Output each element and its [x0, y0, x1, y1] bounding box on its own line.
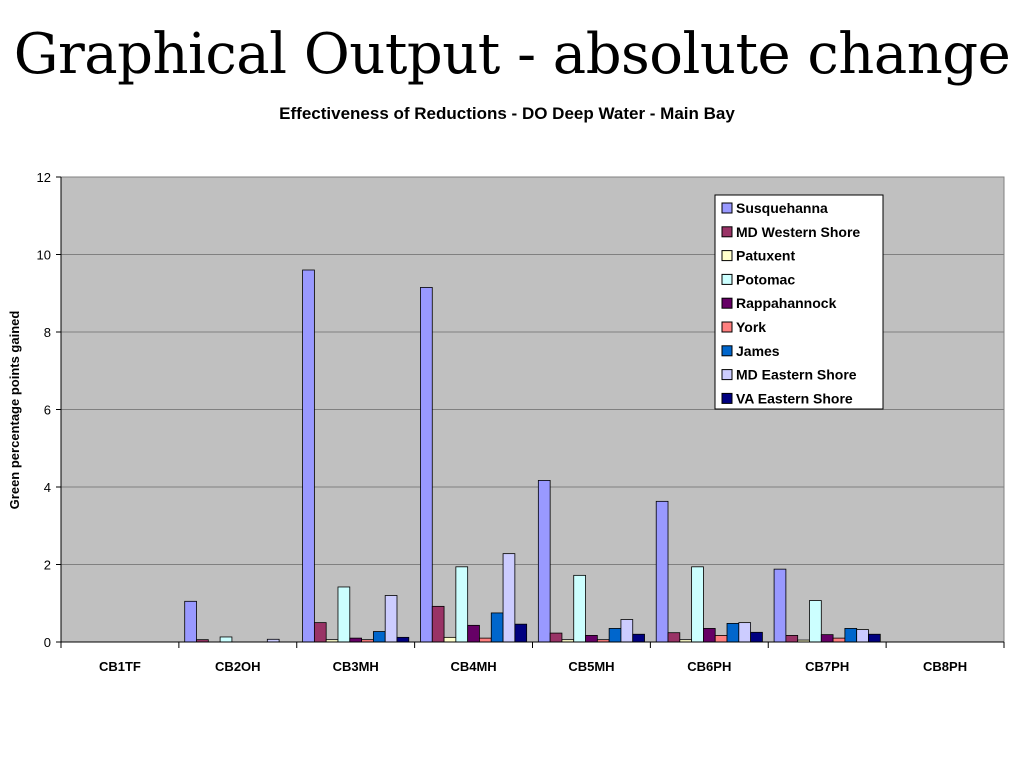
y-tick-label: 10 — [37, 248, 51, 263]
bar-md-western-shore-cb4mh — [431, 605, 445, 643]
legend-label: VA Eastern Shore — [736, 390, 853, 406]
legend-label: James — [736, 343, 780, 359]
bar-patuxent-cb4mh — [443, 636, 457, 643]
bar-james-cb3mh — [372, 631, 386, 643]
bar-potomac-cb4mh — [455, 566, 469, 643]
slide-title: Graphical Output - absolute change — [13, 22, 1011, 87]
legend-label: MD Western Shore — [736, 224, 860, 240]
bar-susquehanna-cb7ph — [773, 568, 787, 643]
bar-potomac-cb6ph — [691, 566, 704, 643]
legend-swatch — [721, 202, 733, 214]
bar-susquehanna-cb2oh — [184, 600, 197, 643]
legend-swatch — [721, 392, 733, 404]
bar-va-eastern-shore-cb6ph — [750, 631, 763, 643]
legend-label: Patuxent — [736, 248, 795, 264]
bar-rappahannock-cb7ph — [820, 634, 834, 643]
x-tick-label: CB6PH — [687, 659, 731, 674]
bar-va-eastern-shore-cb3mh — [396, 636, 410, 643]
bar-susquehanna-cb5mh — [537, 480, 551, 643]
y-tick-label: 6 — [44, 403, 51, 418]
bar-md-western-shore-cb6ph — [667, 632, 681, 643]
x-tick-label: CB7PH — [805, 659, 849, 674]
bar-md-eastern-shore-cb7ph — [856, 629, 869, 643]
bar-susquehanna-cb6ph — [655, 500, 669, 643]
y-tick-label: 8 — [44, 325, 51, 340]
bar-potomac-cb2oh — [219, 636, 233, 643]
bar-md-western-shore-cb5mh — [549, 632, 563, 643]
bar-md-western-shore-cb3mh — [313, 622, 327, 643]
y-tick-label: 0 — [44, 635, 51, 650]
bar-james-cb7ph — [844, 628, 858, 643]
bars — [184, 269, 881, 643]
x-tick-label: CB2OH — [215, 659, 261, 674]
bar-rappahannock-cb4mh — [467, 624, 480, 643]
legend-swatch — [721, 321, 733, 333]
bar-va-eastern-shore-cb7ph — [868, 633, 881, 643]
bar-york-cb6ph — [714, 635, 728, 643]
legend-swatch — [721, 369, 733, 381]
legend-box — [714, 194, 884, 410]
bar-md-eastern-shore-cb3mh — [384, 595, 398, 643]
bar-james-cb6ph — [726, 623, 740, 643]
bar-potomac-cb5mh — [573, 574, 586, 643]
bar-york-cb4mh — [479, 637, 492, 643]
bar-rappahannock-cb3mh — [349, 637, 362, 643]
bar-potomac-cb3mh — [337, 586, 351, 643]
legend-swatch — [721, 226, 733, 238]
bar-md-eastern-shore-cb4mh — [502, 553, 516, 643]
y-tick-label: 4 — [44, 480, 51, 495]
bar-james-cb5mh — [608, 628, 622, 643]
bar-rappahannock-cb5mh — [585, 635, 598, 643]
x-tick-label: CB1TF — [99, 659, 141, 674]
x-tick-label: CB8PH — [923, 659, 967, 674]
legend: Susquehanna MD Western Shore Patuxent Potom… — [714, 194, 884, 410]
legend-label: York — [736, 319, 766, 335]
y-tick-label: 2 — [44, 558, 51, 573]
bar-susquehanna-cb4mh — [420, 287, 433, 643]
chart-title: Effectiveness of Reductions - DO Deep Wa… — [279, 104, 735, 123]
bar-va-eastern-shore-cb5mh — [632, 633, 645, 643]
bar-va-eastern-shore-cb4mh — [514, 623, 528, 643]
x-tick-label: CB5MH — [568, 659, 614, 674]
bar-md-eastern-shore-cb5mh — [620, 619, 634, 643]
legend-swatch — [721, 345, 733, 357]
x-tick-label: CB3MH — [333, 659, 379, 674]
bar-james-cb4mh — [490, 612, 504, 643]
legend-swatch — [721, 273, 733, 285]
bar-york-cb7ph — [832, 637, 846, 643]
legend-label: Susquehanna — [736, 200, 828, 216]
bar-potomac-cb7ph — [809, 600, 822, 643]
axes: 0 2 4 6 8 10 12 CB1TF CB2OH CB3MH CB4MH CB5MH CB6PH C… — [37, 170, 1005, 674]
legend-label: Potomac — [736, 271, 795, 287]
legend-label: MD Eastern Shore — [736, 367, 857, 383]
y-axis-title: Green percentage points gained — [7, 311, 22, 510]
x-tick-label: CB4MH — [450, 659, 496, 674]
legend-label: Rappahannock — [736, 295, 837, 311]
legend-swatch — [721, 250, 733, 262]
bar-susquehanna-cb3mh — [302, 269, 315, 643]
legend-swatch — [721, 297, 733, 309]
bar-md-western-shore-cb7ph — [785, 635, 799, 643]
y-tick-label: 12 — [37, 170, 51, 185]
bar-rappahannock-cb6ph — [703, 628, 716, 643]
bar-md-eastern-shore-cb6ph — [738, 622, 752, 643]
